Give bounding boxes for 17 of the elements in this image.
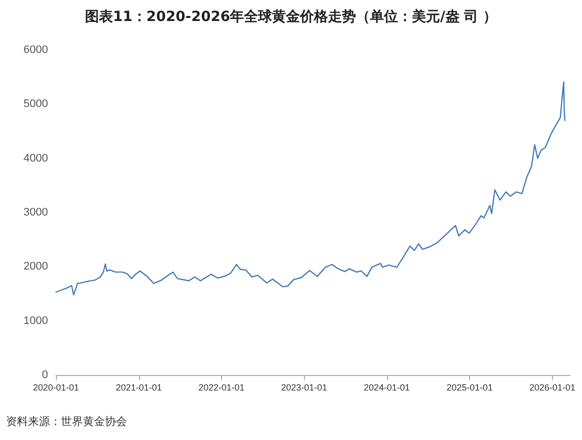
y-tick-label: 2000 <box>24 260 48 273</box>
x-tick-label: 2026-01-01 <box>529 382 576 392</box>
x-tick-label: 2024-01-01 <box>364 382 410 392</box>
x-tick-label: 2021-01-01 <box>116 382 162 392</box>
y-tick-label: 4000 <box>24 152 48 164</box>
y-tick-label: 0 <box>42 369 48 381</box>
chart-title: 图表11：2020-2026年全球黄金价格走势（单位：美元/盎 司 ） <box>84 8 498 26</box>
y-tick-label: 6000 <box>24 44 48 56</box>
x-tick-label: 2025-01-01 <box>446 382 493 392</box>
x-tick-label: 2023-01-01 <box>281 382 328 392</box>
x-tick-label: 2022-01-01 <box>198 382 245 392</box>
y-tick-label: 5000 <box>24 98 48 110</box>
x-tick-label: 2020-01-01 <box>32 382 80 392</box>
line-series <box>55 81 566 296</box>
text: 资料来源：世界黄金协会 <box>6 414 127 429</box>
y-tick-label: 3000 <box>24 206 48 218</box>
y-tick-label: 1000 <box>24 314 48 327</box>
